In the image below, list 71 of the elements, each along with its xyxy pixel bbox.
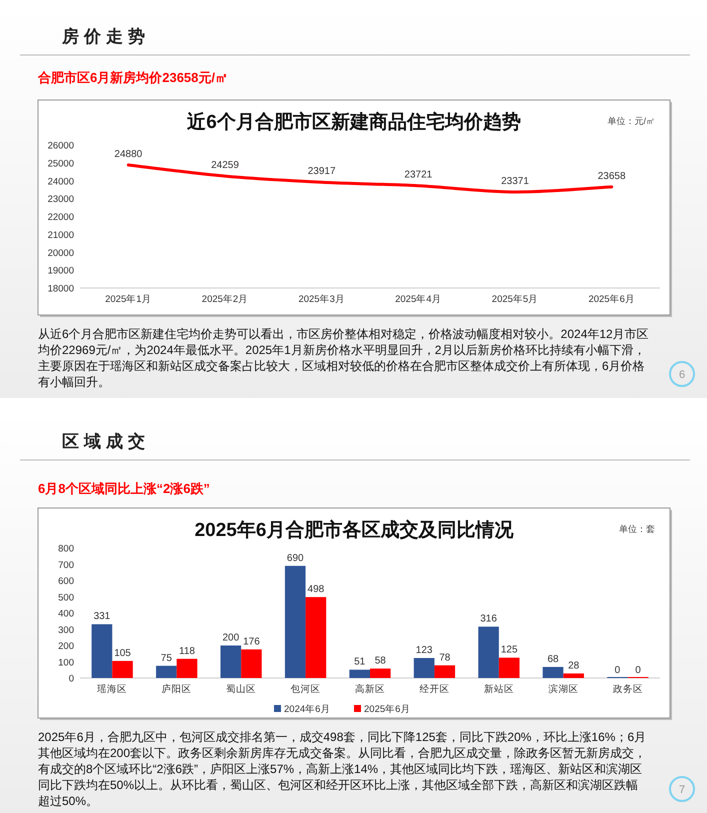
y-tick-label: 0 [68, 674, 74, 684]
data-label: 690 [286, 552, 304, 564]
y-tick-label: 25000 [48, 158, 74, 170]
data-label: 23721 [404, 170, 433, 181]
x-tick-label: 2025年4月 [395, 293, 442, 305]
x-tick-label: 新站区 [484, 683, 514, 695]
y-tick-label: 21000 [48, 230, 74, 241]
y-tick-label: 600 [58, 576, 74, 587]
data-label: 23917 [308, 166, 336, 178]
data-label: 0 [635, 665, 642, 676]
x-tick-label: 2025年3月 [298, 293, 345, 305]
x-tick-label: 政务区 [612, 683, 643, 695]
legend-label: 2025年6月 [364, 703, 410, 715]
text: 单位：元/㎡ [607, 116, 655, 126]
data-label: 105 [114, 648, 132, 659]
data-label: 118 [179, 646, 196, 657]
data-label: 176 [243, 636, 260, 648]
chart-title: 2025年6月合肥市各区成交及同比情况 [194, 519, 514, 541]
text: 7 [678, 784, 686, 796]
x-tick-label: 庐阳区 [162, 683, 192, 695]
y-tick-label: 400 [58, 608, 74, 620]
text: 2025年6月，合肥九区中，包河区成交排名第一，成交498套，同比下降125套，同比下跌20%，环比上涨16%；6月其他区域均在200套以下。政务区剩余新房库存无成交备案。从同比看，合肥九区成交量，除政务区暂无新房成交，有成交的8个区域环比“2涨6跌”，庐阳区上涨57%，高新上涨14%，其他区域同比均下跌，瑶海区、新站区和滨湖区同比下跌均在50%以上。从环比看，蜀山区、包河区和经开区环比上涨，其他区域全部下跌，高新区和滨湖区跌幅超过50%。 [38, 729, 648, 809]
data-label: 498 [308, 584, 325, 596]
text: 单位：套 [619, 524, 655, 534]
y-tick-label: 26000 [48, 140, 74, 152]
data-label: 51 [354, 656, 366, 668]
chart-title: 近6个月合肥市区新建商品住宅均价趋势 [186, 111, 521, 133]
x-tick-label: 高新区 [355, 683, 385, 695]
data-label: 78 [439, 652, 451, 664]
x-tick-label: 滨湖区 [548, 683, 578, 695]
data-label: 28 [568, 660, 580, 672]
y-tick-label: 23000 [48, 194, 74, 206]
data-label: 24880 [114, 149, 143, 160]
data-label: 331 [94, 611, 111, 622]
y-tick-label: 800 [58, 544, 74, 554]
data-label: 75 [160, 652, 172, 664]
y-tick-label: 200 [58, 641, 74, 652]
y-tick-label: 100 [58, 657, 74, 668]
data-label: 0 [614, 665, 621, 676]
x-tick-label: 2025年6月 [588, 293, 635, 305]
y-tick-label: 20000 [48, 248, 74, 259]
x-tick-label: 包河区 [290, 683, 321, 695]
y-tick-label: 18000 [48, 284, 74, 294]
text: 合肥市区6月新房均价23658元/㎡ [37, 70, 228, 85]
y-tick-label: 24000 [48, 176, 74, 188]
text: 区域成交 [62, 432, 150, 451]
text: 6月8个区域同比上涨“2涨6跌” [38, 481, 210, 496]
y-tick-label: 300 [58, 624, 74, 636]
y-tick-label: 22000 [48, 212, 74, 223]
data-label: 23658 [598, 170, 626, 182]
y-tick-label: 700 [58, 560, 74, 571]
data-label: 123 [416, 645, 433, 656]
data-label: 68 [547, 654, 560, 665]
data-label: 316 [480, 614, 498, 625]
x-tick-label: 2025年5月 [492, 293, 538, 305]
data-label: 58 [374, 656, 386, 667]
x-tick-label: 瑶海区 [97, 683, 128, 695]
x-tick-label: 蜀山区 [226, 683, 256, 695]
data-label: 23371 [501, 176, 530, 187]
data-label: 200 [222, 632, 240, 644]
text: 6 [678, 369, 686, 381]
x-tick-label: 2025年2月 [202, 293, 248, 305]
data-label: 24259 [211, 160, 240, 172]
text: 房价走势 [61, 27, 150, 46]
legend-label: 2024年6月 [284, 703, 330, 715]
y-tick-label: 19000 [48, 266, 74, 277]
y-tick-label: 500 [58, 592, 74, 604]
x-tick-label: 经开区 [419, 683, 450, 695]
x-tick-label: 2025年1月 [105, 293, 152, 305]
text: 从近6个月合肥市区新建住宅均价走势可以看出，市区房价整体相对稳定，价格波动幅度相对较小。2024年12月市区均价22969元/㎡，为2024年最低水平。2025年1月新房价格水平明显回升，2月以后新房价格环比持续有小幅下滑，主要原因在于瑶海区和新站区成交备案占比较大，区域相对较低的价格在合肥市区整体成交价上有所体现，6月价格有小幅回升。 [38, 326, 650, 390]
data-label: 125 [500, 644, 518, 656]
